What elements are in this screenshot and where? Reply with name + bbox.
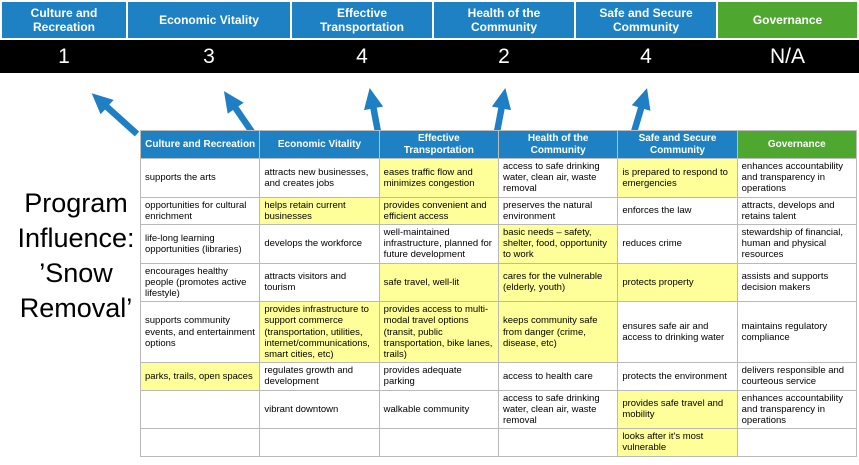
matrix-cell-highlighted: safe travel, well-lit (378, 262, 499, 303)
score-band: 1 3 4 2 4 N/A (0, 40, 859, 73)
matrix-cell-highlighted: eases traffic flow and minimizes congest… (378, 158, 499, 198)
arrow-health-of-the-community (491, 87, 512, 133)
title-line-3: ’Snow (39, 258, 113, 289)
matrix-cell: opportunities for cultural enrichment (139, 196, 261, 226)
influence-table-body: supports the arts attracts new businesses… (139, 158, 858, 457)
matrix-cell (497, 428, 619, 457)
matrix-cell (139, 389, 261, 430)
matrix-cell: regulates growth and development (259, 362, 380, 391)
scoreboard-header-governance: Governance (718, 2, 857, 38)
scoreboard-header-health-of-the-community: Health of the Community (434, 2, 574, 38)
scoreboard-header-culture-and-recreation: Culture and Recreation (2, 2, 126, 38)
matrix-cell: preserves the natural environment (497, 196, 619, 226)
matrix-cell: ensures safe air and access to drinking … (617, 301, 738, 364)
matrix-cell (378, 428, 499, 457)
score-safe-and-secure-community: 4 (640, 44, 652, 68)
scoreboard-header-economic-vitality: Economic Vitality (128, 2, 290, 38)
matrix-cell-highlighted: looks after it's most vulnerable (617, 428, 738, 457)
matrix-cell: reduces crime (617, 224, 738, 264)
table-row: supports the arts attracts new businesses… (139, 158, 858, 198)
matrix-cell (259, 428, 380, 457)
table-row: opportunities for cultural enrichment hel… (139, 196, 858, 226)
score-economic-vitality: 3 (203, 44, 215, 68)
matrix-cell: access to safe drinking water, clean air… (497, 158, 619, 198)
matrix-cell: stewardship of financial, human and phys… (736, 224, 858, 264)
matrix-cell-highlighted: protects property (617, 262, 738, 303)
matrix-cell: life-long learning opportunities (librar… (139, 224, 261, 264)
matrix-cell: maintains regulatory compliance (736, 301, 858, 364)
title-line-1: Program (24, 188, 128, 218)
matrix-cell-highlighted: provides safe travel and mobility (617, 389, 738, 430)
score-health-of-the-community: 2 (498, 44, 510, 68)
table-row: supports community events, and entertain… (139, 301, 858, 364)
col-header-health-of-the-community: Health of the Community (497, 130, 619, 159)
matrix-cell: access to health care (497, 362, 619, 391)
table-row: encourages healthy people (promotes acti… (139, 262, 858, 303)
table-row: looks after it's most vulnerable (139, 428, 858, 457)
arrow-culture-and-recreation (91, 93, 140, 137)
matrix-cell: enhances accountability and transparency… (736, 389, 858, 430)
matrix-cell-highlighted: keeps community safe from danger (crime,… (497, 301, 619, 364)
matrix-cell (736, 428, 858, 457)
table-header-row: Culture and Recreation Economic Vitality… (139, 130, 858, 159)
matrix-cell: provides adequate parking (378, 362, 499, 391)
score-culture-and-recreation: 1 (58, 44, 70, 68)
matrix-cell: delivers responsible and courteous servi… (736, 362, 858, 391)
score-governance: N/A (769, 44, 805, 68)
matrix-cell-highlighted: provides access to multi-modal travel op… (378, 301, 499, 364)
table-row: parks, trails, open spaces regulates grow… (139, 362, 858, 391)
table-row: life-long learning opportunities (librar… (139, 224, 858, 264)
matrix-cell: access to safe drinking water, clean air… (497, 389, 619, 430)
col-header-governance: Governance (736, 130, 858, 159)
arrow-economic-vitality (223, 91, 255, 134)
matrix-cell-highlighted: basic needs – safety, shelter, food, opp… (497, 224, 619, 264)
matrix-cell-highlighted: is prepared to respond to emergencies (617, 158, 738, 198)
col-header-economic-vitality: Economic Vitality (259, 130, 380, 159)
matrix-cell (139, 428, 261, 457)
title-line-2: Influence: (17, 223, 135, 254)
title-line-4: Removal’ (19, 293, 133, 324)
col-header-culture-and-recreation: Culture and Recreation (139, 130, 261, 159)
scoreboard-header-row: Culture and Recreation Economic Vitality… (0, 0, 859, 40)
matrix-cell: encourages healthy people (promotes acti… (139, 262, 261, 303)
matrix-cell-highlighted: provides infrastructure to support comme… (259, 301, 380, 364)
matrix-cell: supports community events, and entertain… (139, 301, 261, 364)
matrix-cell: attracts, develops and retains talent (736, 196, 858, 226)
matrix-cell-highlighted: cares for the vulnerable (elderly, youth… (497, 262, 619, 303)
table-row: vibrant downtown walkable community access… (139, 389, 858, 430)
matrix-cell: attracts new businesses, and creates job… (259, 158, 380, 198)
matrix-cell: enhances accountability and transparency… (736, 158, 858, 198)
matrix-cell-highlighted: helps retain current businesses (259, 196, 380, 226)
scoreboard-header-effective-transportation: Effective Transportation (292, 2, 432, 38)
matrix-cell: attracts visitors and tourism (259, 262, 380, 303)
matrix-cell: walkable community (378, 389, 499, 430)
matrix-cell-highlighted: parks, trails, open spaces (139, 362, 261, 391)
arrow-effective-transportation (363, 87, 384, 133)
matrix-cell: protects the environment (617, 362, 738, 391)
matrix-cell: well-maintained infrastructure, planned … (378, 224, 499, 264)
matrix-cell: assists and supports decision makers (736, 262, 858, 303)
influence-table: Culture and Recreation Economic Vitality… (139, 130, 858, 457)
score-effective-transportation: 4 (356, 44, 368, 68)
scoreboard-header-safe-and-secure-community: Safe and Secure Community (576, 2, 716, 38)
col-header-effective-transportation: Effective Transportation (378, 130, 499, 159)
arrow-safe-and-secure-community (630, 88, 651, 133)
matrix-cell: vibrant downtown (259, 389, 380, 430)
matrix-cell: develops the workforce (259, 224, 380, 264)
col-header-safe-and-secure-community: Safe and Secure Community (617, 130, 738, 159)
matrix-cell: supports the arts (139, 158, 261, 198)
matrix-cell-highlighted: provides convenient and efficient access (378, 196, 499, 226)
page-title: Program Influence: ’Snow Removal’ (0, 186, 152, 326)
matrix-cell: enforces the law (617, 196, 738, 226)
